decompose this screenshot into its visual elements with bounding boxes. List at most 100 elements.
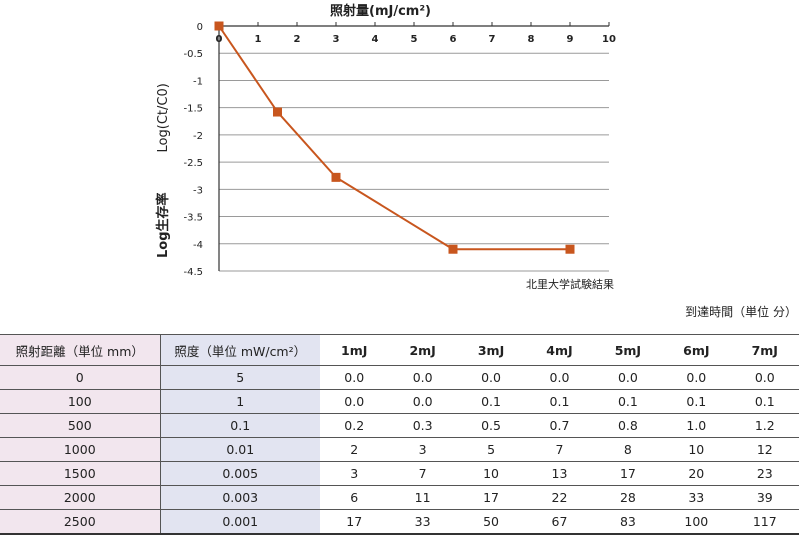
table-cell: 5 bbox=[456, 437, 526, 462]
y-axis-title: Log生存率 Log(Ct/C0) bbox=[152, 28, 176, 268]
table-cell: 3 bbox=[320, 461, 389, 486]
table-cell: 0.0 bbox=[456, 365, 526, 390]
y-axis-label: Log(Ct/C0) bbox=[156, 83, 171, 153]
y-tick-label: -3 bbox=[193, 185, 203, 196]
x-tick-label: 8 bbox=[528, 34, 535, 45]
table-header-row: 照射距離（単位 mm） 照度（単位 mW/cm²） 1mJ 2mJ 3mJ 4mJ 5mJ 6… bbox=[0, 334, 799, 366]
table-cell: 0.1 bbox=[730, 389, 799, 414]
table-cell: 12 bbox=[730, 437, 799, 462]
table-cell: 5 bbox=[160, 365, 320, 390]
table-cell: 0.2 bbox=[320, 413, 389, 438]
table-cell: 0.001 bbox=[160, 509, 320, 535]
data-point-marker bbox=[331, 172, 341, 182]
column-header: 1mJ bbox=[320, 334, 389, 366]
table-cell: 3 bbox=[388, 437, 457, 462]
table-row: 2000 0.003 6 11 17 22 28 33 39 bbox=[0, 485, 799, 510]
table-cell: 2 bbox=[320, 437, 389, 462]
y-tick-label: 0 bbox=[197, 22, 203, 33]
data-point-marker bbox=[448, 244, 458, 254]
table-cell: 0.005 bbox=[160, 461, 320, 486]
table-cell: 20 bbox=[662, 461, 731, 486]
table-cell: 0.1 bbox=[593, 389, 663, 414]
y-tick-label: -2 bbox=[193, 131, 203, 142]
table-cell: 0.0 bbox=[320, 389, 389, 414]
x-tick-label: 2 bbox=[294, 34, 301, 45]
table-cell: 1.0 bbox=[662, 413, 731, 438]
x-tick-label: 7 bbox=[489, 34, 496, 45]
table-cell: 6 bbox=[320, 485, 389, 510]
table-cell: 50 bbox=[456, 509, 526, 535]
table-cell: 0.003 bbox=[160, 485, 320, 510]
table-cell: 0.1 bbox=[160, 413, 320, 438]
y-tick-label: -3.5 bbox=[183, 213, 203, 224]
table-cell: 7 bbox=[525, 437, 594, 462]
chart-plot: 0 -0.5 -1 -1.5 -2 -2.5 -3 -3.5 -4 -4.5 0 1 2 3 4 5 6 7 8 9 1… bbox=[183, 21, 616, 278]
table-cell: 0.0 bbox=[525, 365, 594, 390]
table-row: 1000 0.01 2 3 5 7 8 10 12 bbox=[0, 437, 799, 462]
x-tick-label: 6 bbox=[450, 34, 457, 45]
table-cell: 0.0 bbox=[662, 365, 731, 390]
table-cell: 0.1 bbox=[456, 389, 526, 414]
y-tick-label: -2.5 bbox=[183, 158, 203, 169]
column-header: 2mJ bbox=[388, 334, 457, 366]
table-row: 1500 0.005 3 7 10 13 17 20 23 bbox=[0, 461, 799, 486]
table-cell: 100 bbox=[0, 389, 161, 414]
table-cell: 100 bbox=[662, 509, 731, 535]
table-cell: 33 bbox=[662, 485, 731, 510]
column-header: 照射距離（単位 mm） bbox=[0, 334, 161, 366]
y-tick-label: -1 bbox=[193, 76, 203, 87]
table-cell: 1000 bbox=[0, 437, 161, 462]
data-point-marker bbox=[214, 21, 224, 31]
table-row: 0 5 0.0 0.0 0.0 0.0 0.0 0.0 0.0 bbox=[0, 365, 799, 390]
table-cell: 117 bbox=[730, 509, 799, 535]
y-tick-label: -1.5 bbox=[183, 104, 203, 115]
table-row: 500 0.1 0.2 0.3 0.5 0.7 0.8 1.0 1.2 bbox=[0, 413, 799, 438]
table-cell: 0.01 bbox=[160, 437, 320, 462]
table-unit-note: 到達時間（単位 分） bbox=[685, 305, 797, 319]
table-cell: 0.0 bbox=[320, 365, 389, 390]
column-header: 照度（単位 mW/cm²） bbox=[160, 334, 320, 366]
table-cell: 17 bbox=[456, 485, 526, 510]
table-cell: 0.8 bbox=[593, 413, 663, 438]
table-cell: 33 bbox=[388, 509, 457, 535]
table-cell: 1500 bbox=[0, 461, 161, 486]
data-point-marker bbox=[273, 107, 282, 117]
table-cell: 0.0 bbox=[593, 365, 663, 390]
y-tick-label: -0.5 bbox=[183, 49, 203, 60]
table-cell: 11 bbox=[388, 485, 457, 510]
table-cell: 22 bbox=[525, 485, 594, 510]
column-header: 3mJ bbox=[456, 334, 526, 366]
table-row: 2500 0.001 17 33 50 67 83 100 117 bbox=[0, 509, 799, 535]
column-header: 5mJ bbox=[593, 334, 663, 366]
table-cell: 500 bbox=[0, 413, 161, 438]
table-cell: 0.0 bbox=[730, 365, 799, 390]
x-tick-label: 3 bbox=[333, 34, 340, 45]
x-tick-label: 9 bbox=[567, 34, 574, 45]
column-header: 7mJ bbox=[730, 334, 799, 366]
source-note: 北里大学試験結果 bbox=[526, 278, 614, 291]
x-tick-label: 10 bbox=[602, 34, 616, 45]
table-cell: 0.0 bbox=[388, 389, 457, 414]
table-cell: 17 bbox=[320, 509, 389, 535]
table-cell: 17 bbox=[593, 461, 663, 486]
table-cell: 0.0 bbox=[388, 365, 457, 390]
y-tick-label: -4 bbox=[193, 240, 203, 251]
chart-title: 照射量(mJ/cm²) bbox=[330, 4, 431, 19]
table-cell: 2000 bbox=[0, 485, 161, 510]
x-tick-label: 0 bbox=[216, 34, 223, 45]
table-cell: 28 bbox=[593, 485, 663, 510]
table-cell: 10 bbox=[456, 461, 526, 486]
table-cell: 1 bbox=[160, 389, 320, 414]
table-cell: 0.3 bbox=[388, 413, 457, 438]
table-cell: 8 bbox=[593, 437, 663, 462]
table-cell: 13 bbox=[525, 461, 594, 486]
table-row: 100 1 0.0 0.0 0.1 0.1 0.1 0.1 0.1 bbox=[0, 389, 799, 414]
table-cell: 0.5 bbox=[456, 413, 526, 438]
exposure-time-table: 照射距離（単位 mm） 照度（単位 mW/cm²） 1mJ 2mJ 3mJ 4mJ 5mJ 6… bbox=[0, 334, 799, 535]
data-point-marker bbox=[565, 244, 575, 254]
series-line bbox=[218, 25, 570, 251]
table-cell: 23 bbox=[730, 461, 799, 486]
table-cell: 83 bbox=[593, 509, 663, 535]
y-tick-label: -4.5 bbox=[183, 267, 203, 278]
table-cell: 2500 bbox=[0, 509, 161, 535]
